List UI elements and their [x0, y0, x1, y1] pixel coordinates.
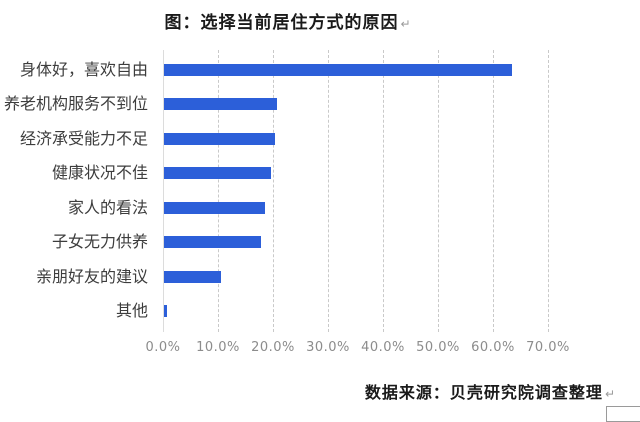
x-tick-label: 10.0%: [196, 340, 240, 355]
gridline-40: [383, 50, 384, 332]
paragraph-return-icon: ↵: [400, 17, 412, 31]
bar-0: [164, 64, 513, 76]
x-tick-label: 50.0%: [416, 340, 460, 355]
bar-1: [164, 98, 277, 111]
gridline-10: [218, 50, 219, 332]
paragraph-return-icon: ↵: [604, 387, 616, 401]
gridline-50: [438, 50, 439, 332]
x-tick-label: 60.0%: [471, 340, 515, 355]
category-label-2: 经济承受能力不足: [19, 128, 148, 148]
bar-6: [164, 270, 222, 283]
category-label-4: 家人的看法: [67, 197, 148, 217]
gridline-70: [548, 50, 549, 332]
x-tick-label: 70.0%: [526, 340, 570, 355]
textbox-border-fragment: [606, 406, 640, 422]
chart-title-text: 图：选择当前居住方式的原因: [164, 13, 399, 33]
x-tick-label: 30.0%: [306, 340, 350, 355]
chart-title: 图：选择当前居住方式的原因 ↵: [0, 8, 576, 33]
category-label-6: 亲朋好友的建议: [35, 266, 148, 286]
category-label-3: 健康状况不佳: [51, 163, 148, 183]
category-label-5: 子女无力供养: [51, 232, 148, 252]
bar-7: [164, 305, 168, 317]
plot-area: [163, 50, 573, 332]
x-tick-label: 20.0%: [251, 340, 295, 355]
data-source-text: 数据来源：贝壳研究院调查整理: [364, 383, 603, 402]
category-label-7: 其他: [115, 301, 148, 320]
gridline-20: [273, 50, 274, 332]
bar-5: [164, 236, 262, 249]
category-label-1: 养老机构服务不到位: [3, 94, 148, 114]
category-label-0: 身体好，喜欢自由: [19, 60, 148, 79]
gridline-30: [328, 50, 329, 332]
bar-4: [164, 201, 266, 214]
data-source-caption: 数据来源：贝壳研究院调查整理 ↵: [365, 379, 616, 403]
x-tick-label: 40.0%: [361, 340, 405, 355]
x-tick-label: 0.0%: [145, 340, 181, 355]
zero-axis-line: [163, 50, 164, 332]
category-axis: 身体好，喜欢自由养老机构服务不到位经济承受能力不足健康状况不佳家人的看法子女无力…: [0, 0, 156, 340]
bar-3: [164, 167, 271, 180]
gridline-60: [493, 50, 494, 332]
x-axis-ticks: 0.0% 10.0% 20.0% 30.0% 40.0% 50.0% 60.0% 70.0%: [0, 340, 640, 358]
bar-2: [164, 132, 275, 145]
